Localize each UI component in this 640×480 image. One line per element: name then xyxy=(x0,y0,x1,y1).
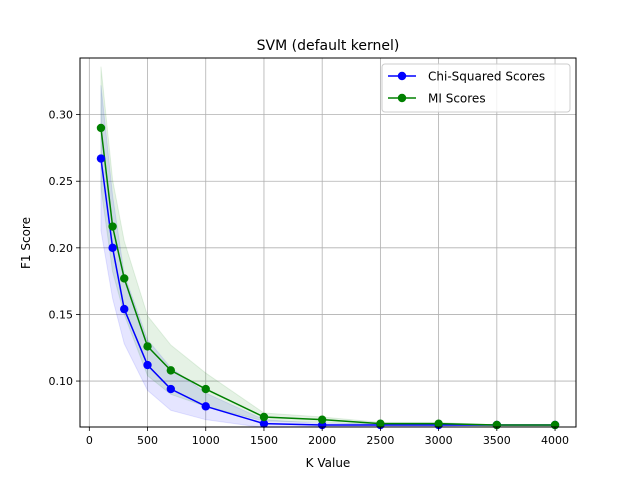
x-tick-label: 500 xyxy=(137,434,158,447)
x-tick-label: 4000 xyxy=(541,434,569,447)
point-series-2 xyxy=(376,419,385,428)
series-lines xyxy=(100,127,556,426)
y-tick-label: 0.30 xyxy=(49,109,74,122)
point-series-2 xyxy=(434,419,443,428)
line-series-2 xyxy=(100,127,556,426)
x-axis-ticks: 0 500 1000 1500 2000 2500 3000 3500 4000 xyxy=(86,427,569,447)
plot-frame xyxy=(79,57,577,428)
legend: Chi-Squared Scores MI Scores xyxy=(381,63,571,113)
point-series-1 xyxy=(166,384,176,394)
x-tick-label: 3000 xyxy=(425,434,453,447)
legend-marker xyxy=(397,71,407,81)
y-axis-label: F1 Score xyxy=(19,217,33,269)
point-series-2 xyxy=(120,274,129,283)
y-tick-label: 0.10 xyxy=(49,375,74,388)
point-series-1 xyxy=(259,419,269,428)
legend-box xyxy=(381,63,571,113)
point-series-2 xyxy=(201,384,210,394)
y-tick-label: 0.20 xyxy=(49,242,74,255)
y-axis-ticks: 0.10 0.15 0.20 0.25 0.30 xyxy=(49,109,80,388)
legend-marker xyxy=(397,93,407,103)
legend-label: Chi-Squared Scores xyxy=(428,70,545,84)
point-series-1 xyxy=(201,402,210,411)
point-series-2 xyxy=(108,222,117,231)
x-tick-label: 1500 xyxy=(250,434,278,447)
x-tick-label: 2000 xyxy=(308,434,336,447)
grid xyxy=(80,58,576,427)
point-series-2 xyxy=(259,412,269,422)
line-series-1 xyxy=(100,158,556,426)
x-tick-label: 3500 xyxy=(483,434,511,447)
point-series-2 xyxy=(317,415,327,424)
plot-area xyxy=(80,58,576,427)
point-series-1 xyxy=(143,360,152,370)
x-tick-label: 0 xyxy=(86,434,93,447)
y-tick-label: 0.15 xyxy=(49,308,74,321)
point-series-1 xyxy=(120,304,129,314)
point-series-1 xyxy=(108,243,117,253)
point-series-1 xyxy=(96,154,106,163)
point-series-2 xyxy=(96,123,106,133)
legend-label: MI Scores xyxy=(428,92,486,106)
x-tick-label: 2500 xyxy=(366,434,394,447)
chart-title: SVM (default kernel) xyxy=(257,38,400,54)
point-series-2 xyxy=(166,366,176,375)
point-series-2 xyxy=(143,342,152,351)
x-tick-label: 1000 xyxy=(192,434,220,447)
y-tick-label: 0.25 xyxy=(49,175,74,188)
x-axis-label: K Value xyxy=(306,456,351,470)
